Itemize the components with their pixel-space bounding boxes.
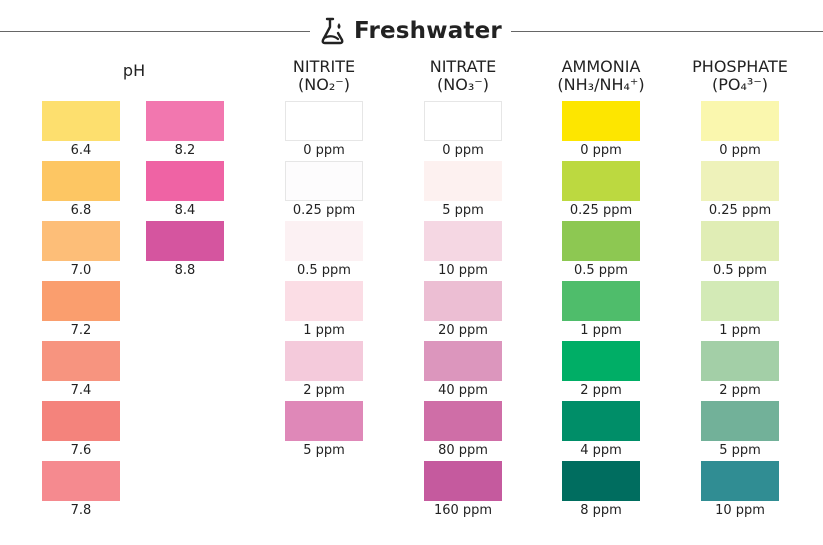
swatch-ammonia-0: [562, 101, 640, 141]
swatch-phosphate-1: [701, 161, 779, 201]
swatch-label: 7.4: [70, 383, 92, 398]
swatch-label: 8.8: [174, 263, 196, 278]
swatch-label: 8 ppm: [580, 503, 622, 518]
swatch-label: 5 ppm: [719, 443, 761, 458]
column-title: pH: [122, 61, 146, 80]
swatch-nitrate-2: [424, 221, 502, 261]
column-subtitle: (NO₂⁻): [298, 75, 350, 94]
column-header-ph: pH: [64, 62, 204, 80]
swatch-phosphate-5: [701, 401, 779, 441]
swatch-nitrite-0: [285, 101, 363, 141]
column-title: AMMONIA: [561, 57, 641, 76]
swatch-ph-1: [42, 161, 120, 201]
swatch-nitrite-1: [285, 161, 363, 201]
swatch-label: 5 ppm: [442, 203, 484, 218]
swatch-label: 80 ppm: [438, 443, 488, 458]
swatch-ph2-0: [146, 101, 224, 141]
brand-header: Freshwater: [318, 14, 508, 48]
swatch-ammonia-1: [562, 161, 640, 201]
swatch-label: 0 ppm: [580, 143, 622, 158]
swatch-ph-5: [42, 401, 120, 441]
swatch-nitrite-4: [285, 341, 363, 381]
swatch-ph-4: [42, 341, 120, 381]
swatch-ammonia-3: [562, 281, 640, 321]
swatch-label: 0.5 ppm: [297, 263, 351, 278]
swatch-ammonia-5: [562, 401, 640, 441]
swatch-ammonia-4: [562, 341, 640, 381]
swatch-label: 7.2: [70, 323, 92, 338]
swatch-nitrate-4: [424, 341, 502, 381]
swatch-label: 2 ppm: [580, 383, 622, 398]
swatch-label: 0 ppm: [719, 143, 761, 158]
swatch-label: 0.25 ppm: [708, 203, 772, 218]
swatch-label: 7.8: [70, 503, 92, 518]
header-divider-left: [0, 31, 310, 32]
swatch-nitrate-5: [424, 401, 502, 441]
swatch-label: 10 ppm: [438, 263, 488, 278]
swatch-nitrite-5: [285, 401, 363, 441]
swatch-label: 0.5 ppm: [713, 263, 767, 278]
swatch-ammonia-2: [562, 221, 640, 261]
swatch-ph2-1: [146, 161, 224, 201]
column-title: NITRITE: [292, 57, 356, 76]
swatch-label: 7.6: [70, 443, 92, 458]
swatch-phosphate-0: [701, 101, 779, 141]
column-subtitle: (NO₃⁻): [437, 75, 489, 94]
swatch-label: 2 ppm: [719, 383, 761, 398]
swatch-ph-2: [42, 221, 120, 261]
swatch-label: 6.4: [70, 143, 92, 158]
swatch-nitrite-2: [285, 221, 363, 261]
swatch-nitrate-6: [424, 461, 502, 501]
swatch-label: 0 ppm: [442, 143, 484, 158]
swatch-label: 8.2: [174, 143, 196, 158]
column-title: PHOSPHATE: [692, 57, 788, 76]
swatch-label: 0 ppm: [303, 143, 345, 158]
swatch-nitrate-1: [424, 161, 502, 201]
column-subtitle: (NH₃/NH₄⁺): [557, 75, 645, 94]
column-subtitle: (PO₄³⁻): [712, 75, 768, 94]
swatch-label: 0.5 ppm: [574, 263, 628, 278]
swatch-phosphate-2: [701, 221, 779, 261]
brand-name: Freshwater: [354, 18, 502, 44]
header-divider-right: [511, 31, 823, 32]
swatch-label: 160 ppm: [433, 503, 493, 518]
swatch-label: 0.25 ppm: [292, 203, 356, 218]
swatch-ammonia-6: [562, 461, 640, 501]
swatch-label: 20 ppm: [438, 323, 488, 338]
swatch-label: 4 ppm: [580, 443, 622, 458]
column-header-nitrite: NITRITE (NO₂⁻): [254, 58, 394, 94]
swatch-ph2-2: [146, 221, 224, 261]
swatch-nitrite-3: [285, 281, 363, 321]
swatch-label: 1 ppm: [303, 323, 345, 338]
swatch-label: 0.25 ppm: [569, 203, 633, 218]
swatch-label: 10 ppm: [715, 503, 765, 518]
swatch-phosphate-6: [701, 461, 779, 501]
test-tube-drop-icon: [321, 17, 344, 45]
swatch-ph-6: [42, 461, 120, 501]
column-header-nitrate: NITRATE (NO₃⁻): [393, 58, 533, 94]
swatch-ph-3: [42, 281, 120, 321]
swatch-phosphate-4: [701, 341, 779, 381]
swatch-nitrate-3: [424, 281, 502, 321]
swatch-phosphate-3: [701, 281, 779, 321]
column-header-ammonia: AMMONIA (NH₃/NH₄⁺): [531, 58, 671, 94]
column-header-phosphate: PHOSPHATE (PO₄³⁻): [670, 58, 810, 94]
swatch-label: 8.4: [174, 203, 196, 218]
swatch-ph-0: [42, 101, 120, 141]
swatch-label: 1 ppm: [719, 323, 761, 338]
swatch-label: 7.0: [70, 263, 92, 278]
swatch-label: 2 ppm: [303, 383, 345, 398]
swatch-nitrate-0: [424, 101, 502, 141]
column-title: NITRATE: [429, 57, 497, 76]
swatch-label: 5 ppm: [303, 443, 345, 458]
swatch-label: 40 ppm: [438, 383, 488, 398]
swatch-label: 1 ppm: [580, 323, 622, 338]
swatch-label: 6.8: [70, 203, 92, 218]
